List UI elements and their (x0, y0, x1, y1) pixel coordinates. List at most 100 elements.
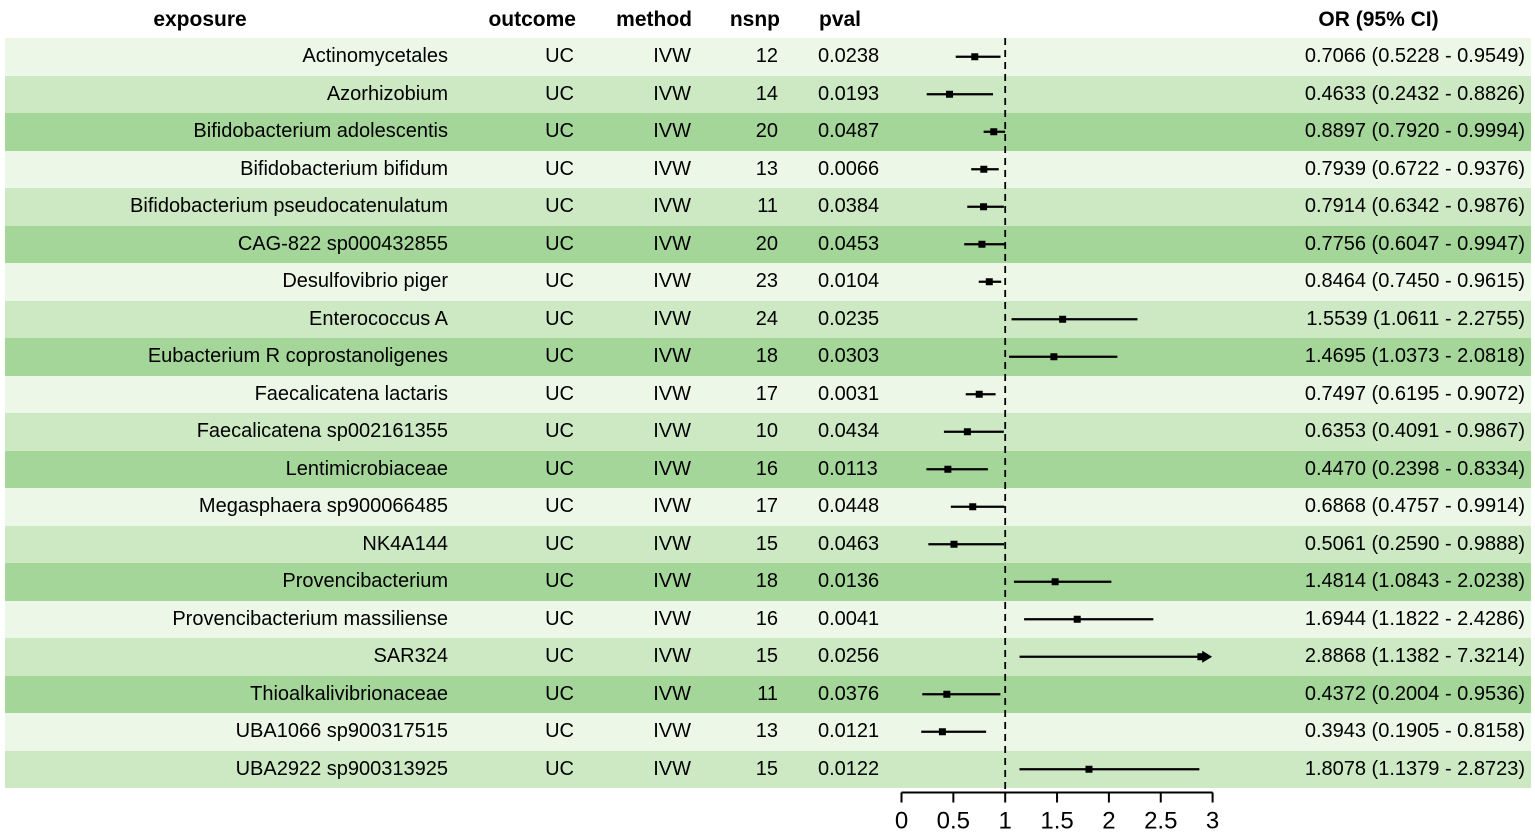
cell-exposure: Megasphaera sp900066485 (198, 495, 448, 517)
cell-nsnp: 23 (755, 270, 778, 292)
column-header-outcome: outcome (488, 8, 576, 31)
column-header-method: method (616, 8, 692, 31)
table-row: Provencibacterium massiliense UC IVW 16 0.00… (5, 600, 1531, 638)
table-row: NK4A144 UC IVW 15 0.0463 0.5061 (0.2590 - 0.9… (5, 525, 1531, 563)
table-row: Actinomycetales UC IVW 12 0.0238 0.7066 (0.52… (5, 38, 1531, 76)
cell-outcome: UC (545, 495, 574, 517)
cell-nsnp: 16 (755, 457, 778, 480)
cell-or_ci: 0.6868 (0.4757 - 0.9914) (1304, 495, 1525, 517)
cell-nsnp: 18 (755, 570, 778, 592)
cell-or_ci: 0.4470 (0.2398 - 0.8334) (1304, 457, 1525, 480)
cell-nsnp: 13 (755, 157, 778, 180)
cell-method: IVW (653, 270, 691, 292)
cell-outcome: UC (545, 270, 574, 292)
axis-tick-label: 2 (1102, 808, 1115, 835)
cell-exposure: Azorhizobium (326, 82, 448, 105)
table-row: CAG-822 sp000432855 UC IVW 20 0.0453 0.7756 (… (5, 225, 1531, 263)
table-row: Faecalicatena lactaris UC IVW 17 0.0031 0.749… (5, 375, 1531, 413)
cell-exposure: Faecalicatena sp002161355 (196, 420, 448, 442)
cell-pval: 0.0448 (818, 495, 880, 517)
cell-pval: 0.0487 (818, 120, 880, 142)
cell-exposure: Provencibacterium (282, 570, 448, 592)
table-row: Bifidobacterium pseudocatenulatum UC IVW 11… (5, 188, 1531, 226)
cell-outcome: UC (545, 457, 574, 480)
cell-outcome: UC (545, 645, 574, 667)
cell-nsnp: 14 (755, 82, 778, 105)
cell-pval: 0.0453 (818, 232, 880, 255)
cell-nsnp: 15 (755, 645, 778, 667)
cell-method: IVW (653, 345, 691, 367)
cell-exposure: UBA2922 sp900313925 (235, 757, 448, 780)
cell-exposure: Enterococcus A (309, 307, 448, 330)
cell-method: IVW (653, 120, 691, 142)
table-row: Enterococcus A UC IVW 24 0.0235 1.5539 (1.061… (5, 300, 1531, 338)
cell-method: IVW (653, 532, 691, 555)
cell-or_ci: 0.8897 (0.7920 - 0.9994) (1304, 120, 1525, 142)
cell-outcome: UC (545, 120, 574, 142)
cell-nsnp: 17 (755, 495, 778, 517)
cell-or_ci: 0.3943 (0.1905 - 0.8158) (1304, 720, 1525, 742)
cell-exposure: SAR324 (373, 645, 449, 667)
cell-pval: 0.0303 (818, 345, 880, 367)
column-header-pval: pval (819, 8, 862, 31)
cell-or_ci: 1.4695 (1.0373 - 2.0818) (1304, 345, 1525, 367)
cell-outcome: UC (545, 420, 574, 442)
cell-or_ci: 0.4372 (0.2004 - 0.9536) (1304, 682, 1525, 705)
axis-tick-label: 2.5 (1144, 808, 1177, 835)
cell-nsnp: 13 (755, 720, 778, 742)
cell-exposure: CAG-822 sp000432855 (237, 232, 448, 255)
cell-exposure: Provencibacterium massiliense (172, 607, 448, 630)
table-row: Bifidobacterium adolescentis UC IVW 20 0.048… (5, 113, 1531, 151)
cell-pval: 0.0434 (818, 420, 880, 442)
cell-exposure: Thioalkalivibrionaceae (250, 682, 448, 705)
cell-nsnp: 11 (757, 195, 778, 217)
cell-nsnp: 20 (755, 120, 778, 142)
cell-pval: 0.0193 (818, 82, 880, 105)
cell-method: IVW (653, 45, 691, 67)
axis-tick-label: 0 (895, 808, 908, 835)
cell-exposure: Bifidobacterium pseudocatenulatum (130, 195, 448, 217)
cell-or_ci: 0.7914 (0.6342 - 0.9876) (1304, 195, 1525, 217)
cell-exposure: Bifidobacterium bifidum (240, 157, 448, 180)
cell-outcome: UC (545, 382, 574, 405)
axis-tick-label: 0.5 (937, 808, 970, 835)
cell-exposure: Faecalicatena lactaris (254, 382, 448, 405)
cell-or_ci: 1.4814 (1.0843 - 2.0238) (1304, 570, 1525, 592)
column-header-nsnp: nsnp (729, 8, 780, 31)
cell-nsnp: 11 (757, 682, 778, 705)
cell-method: IVW (653, 720, 691, 742)
cell-outcome: UC (545, 720, 574, 742)
cell-outcome: UC (545, 195, 574, 217)
cell-or_ci: 1.5539 (1.0611 - 2.2755) (1306, 307, 1525, 330)
cell-exposure: UBA1066 sp900317515 (235, 720, 448, 742)
cell-method: IVW (653, 607, 691, 630)
cell-outcome: UC (545, 157, 574, 180)
cell-or_ci: 0.7756 (0.6047 - 0.9947) (1304, 232, 1525, 255)
cell-outcome: UC (545, 682, 574, 705)
cell-method: IVW (653, 645, 691, 667)
cell-nsnp: 18 (755, 345, 778, 367)
cell-pval: 0.0235 (818, 307, 880, 330)
column-header-or-ci: OR (95% CI) (1318, 8, 1439, 31)
cell-or_ci: 0.7066 (0.5228 - 0.9549) (1304, 45, 1525, 67)
table-row: Lentimicrobiaceae UC IVW 16 0.0113 0.4470 (0.… (5, 450, 1531, 488)
cell-method: IVW (653, 307, 691, 330)
cell-method: IVW (653, 157, 691, 180)
cell-method: IVW (653, 757, 691, 780)
cell-outcome: UC (545, 607, 574, 630)
cell-exposure: NK4A144 (362, 532, 448, 555)
cell-nsnp: 16 (755, 607, 778, 630)
table-row: Eubacterium R coprostanoligenes UC IVW 18 0.… (5, 338, 1531, 376)
cell-pval: 0.0384 (818, 195, 880, 217)
cell-pval: 0.0113 (818, 457, 878, 480)
cell-outcome: UC (545, 307, 574, 330)
cell-method: IVW (653, 232, 691, 255)
cell-outcome: UC (545, 232, 574, 255)
cell-pval: 0.0041 (818, 607, 880, 630)
table-row: Bifidobacterium bifidum UC IVW 13 0.0066 0.79… (5, 150, 1531, 188)
cell-nsnp: 10 (755, 420, 778, 442)
cell-pval: 0.0238 (818, 45, 880, 67)
cell-nsnp: 15 (755, 757, 778, 780)
table-row: Thioalkalivibrionaceae UC IVW 11 0.0376 0.437… (5, 675, 1531, 713)
cell-exposure: Bifidobacterium adolescentis (193, 120, 448, 142)
